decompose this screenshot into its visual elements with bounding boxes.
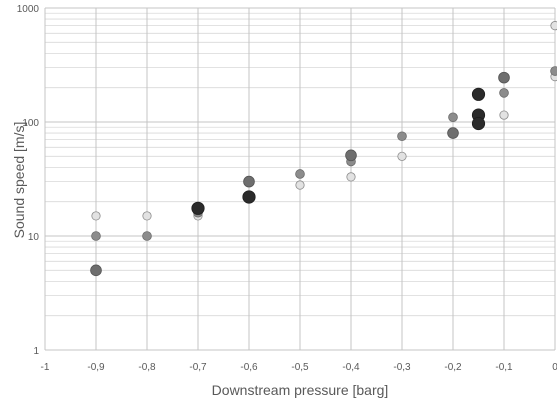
y-axis-title: Sound speed [m/s] — [11, 122, 27, 239]
x-tick-label: -0,5 — [291, 362, 309, 373]
data-point — [397, 131, 407, 142]
y-tick-label: 10 — [28, 232, 40, 243]
data-point — [91, 211, 101, 221]
grid-layer — [44, 7, 556, 351]
data-point — [550, 66, 557, 76]
data-point — [498, 71, 510, 84]
x-tick-label: -0,7 — [189, 362, 207, 373]
data-point — [295, 169, 305, 179]
data-point — [550, 21, 557, 31]
data-point — [499, 88, 509, 98]
data-point — [91, 231, 101, 241]
data-point — [142, 211, 152, 221]
data-point — [142, 231, 152, 241]
data-point — [499, 110, 509, 120]
data-point — [295, 180, 305, 190]
y-tick-label: 100 — [22, 118, 39, 129]
y-tick-label: 1 — [33, 346, 39, 357]
data-point — [447, 127, 459, 139]
x-tick-label: -0,8 — [138, 362, 156, 373]
data-point — [242, 190, 256, 204]
data-point — [345, 149, 357, 162]
data-point — [397, 151, 407, 161]
data-point — [346, 172, 356, 182]
data-point — [471, 87, 486, 101]
x-tick-label: 0 — [552, 362, 557, 373]
x-tick-label: -0,6 — [240, 362, 258, 373]
data-point — [471, 116, 486, 131]
data-point — [243, 175, 255, 188]
x-tick-label: -0,1 — [495, 362, 513, 373]
data-point-layer — [90, 21, 557, 277]
tick-label-layer: -1 -0,9 -0,8 -0,7 -0,6 -0,5 -0,4 -0,3 -0,2 -0,1 0 1… — [17, 4, 557, 373]
y-tick-label: 1000 — [17, 4, 40, 15]
x-axis-title: Downstream pressure [barg] — [212, 382, 389, 398]
x-tick-label: -0,2 — [444, 362, 462, 373]
x-tick-label: -0,9 — [87, 362, 105, 373]
data-point — [191, 201, 205, 215]
x-tick-label: -0,3 — [393, 362, 411, 373]
data-point — [448, 112, 458, 123]
x-tick-label: -1 — [41, 362, 50, 373]
x-tick-label: -0,4 — [342, 362, 360, 373]
data-point — [90, 264, 102, 277]
